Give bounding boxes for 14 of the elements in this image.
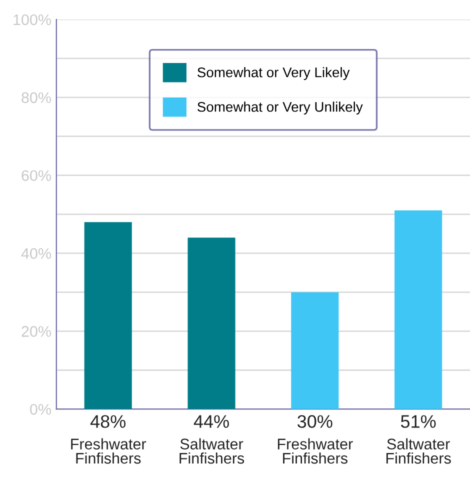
data-label: 44%: [194, 415, 229, 428]
x-tick-label: Saltwater Finfishers: [180, 438, 244, 464]
bar: [291, 292, 339, 410]
bar: [188, 238, 236, 410]
bar: [84, 222, 132, 410]
x-tick-label: Freshwater Finfishers: [71, 438, 146, 464]
legend-label: Somewhat or Very Likely: [198, 67, 350, 80]
legend-label: Somewhat or Very Unlikely: [198, 102, 363, 115]
data-label: 51%: [400, 415, 436, 428]
data-label: 48%: [90, 415, 126, 428]
data-label: 30%: [298, 415, 332, 428]
x-tick-label: Freshwater Finfishers: [278, 438, 353, 464]
x-tick-label: Saltwater Finfishers: [386, 438, 451, 464]
bar: [394, 210, 442, 410]
